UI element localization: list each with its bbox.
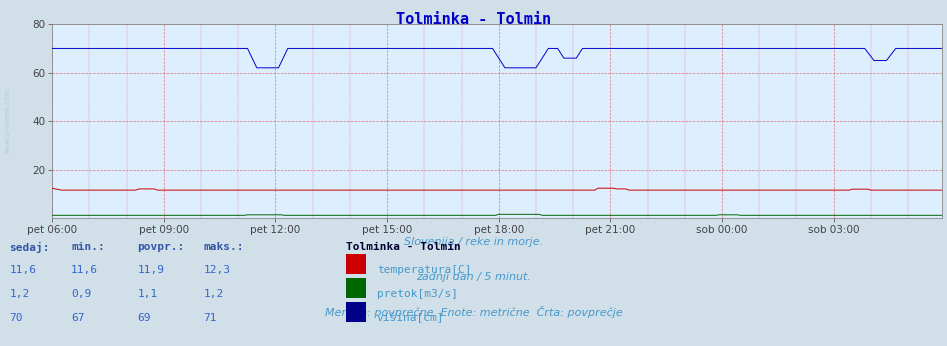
- Text: 11,9: 11,9: [137, 265, 165, 275]
- Text: 0,9: 0,9: [71, 289, 91, 299]
- Text: 71: 71: [204, 313, 217, 323]
- Text: 12,3: 12,3: [204, 265, 231, 275]
- Text: Tolminka - Tolmin: Tolminka - Tolmin: [346, 242, 460, 252]
- Text: povpr.:: povpr.:: [137, 242, 185, 252]
- Text: 1,2: 1,2: [9, 289, 29, 299]
- Text: 1,2: 1,2: [204, 289, 223, 299]
- Text: maks.:: maks.:: [204, 242, 244, 252]
- Text: Slovenija / reke in morje.: Slovenija / reke in morje.: [404, 237, 543, 247]
- Text: 70: 70: [9, 313, 23, 323]
- Text: Tolminka - Tolmin: Tolminka - Tolmin: [396, 12, 551, 27]
- Text: sedaj:: sedaj:: [9, 242, 50, 253]
- Text: 69: 69: [137, 313, 151, 323]
- Text: 1,1: 1,1: [137, 289, 157, 299]
- Text: 11,6: 11,6: [71, 265, 98, 275]
- Text: www.si-vreme.com: www.si-vreme.com: [5, 88, 10, 154]
- Text: 67: 67: [71, 313, 84, 323]
- Text: zadnji dan / 5 minut.: zadnji dan / 5 minut.: [416, 272, 531, 282]
- Text: višina[cm]: višina[cm]: [377, 313, 444, 324]
- Text: pretok[m3/s]: pretok[m3/s]: [377, 289, 458, 299]
- Text: min.:: min.:: [71, 242, 105, 252]
- Text: temperatura[C]: temperatura[C]: [377, 265, 472, 275]
- Text: Meritve: povprečne  Enote: metrične  Črta: povprečje: Meritve: povprečne Enote: metrične Črta:…: [325, 306, 622, 318]
- Text: 11,6: 11,6: [9, 265, 37, 275]
